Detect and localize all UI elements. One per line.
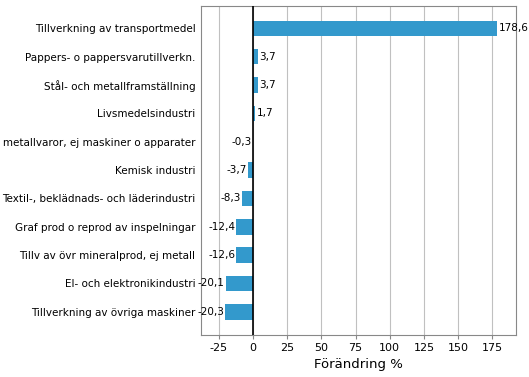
Bar [253,49,258,64]
Text: 3,7: 3,7 [259,52,276,62]
Text: 178,6: 178,6 [499,23,528,33]
Text: -20,3: -20,3 [198,307,224,317]
Text: -12,4: -12,4 [208,222,235,232]
Text: -0,3: -0,3 [232,137,252,147]
Bar [253,20,497,36]
X-axis label: Förändring %: Förändring % [314,359,403,371]
Text: 1,7: 1,7 [257,108,273,118]
Text: -12,6: -12,6 [208,250,235,260]
Bar [248,162,253,178]
Bar [225,304,253,320]
Text: -20,1: -20,1 [198,279,225,288]
Bar [253,106,256,121]
Text: 3,7: 3,7 [259,80,276,90]
Bar [236,219,253,234]
Bar [225,276,253,291]
Text: -3,7: -3,7 [227,165,247,175]
Bar [242,191,253,206]
Bar [236,247,253,263]
Bar [253,77,258,93]
Text: -8,3: -8,3 [221,193,241,204]
